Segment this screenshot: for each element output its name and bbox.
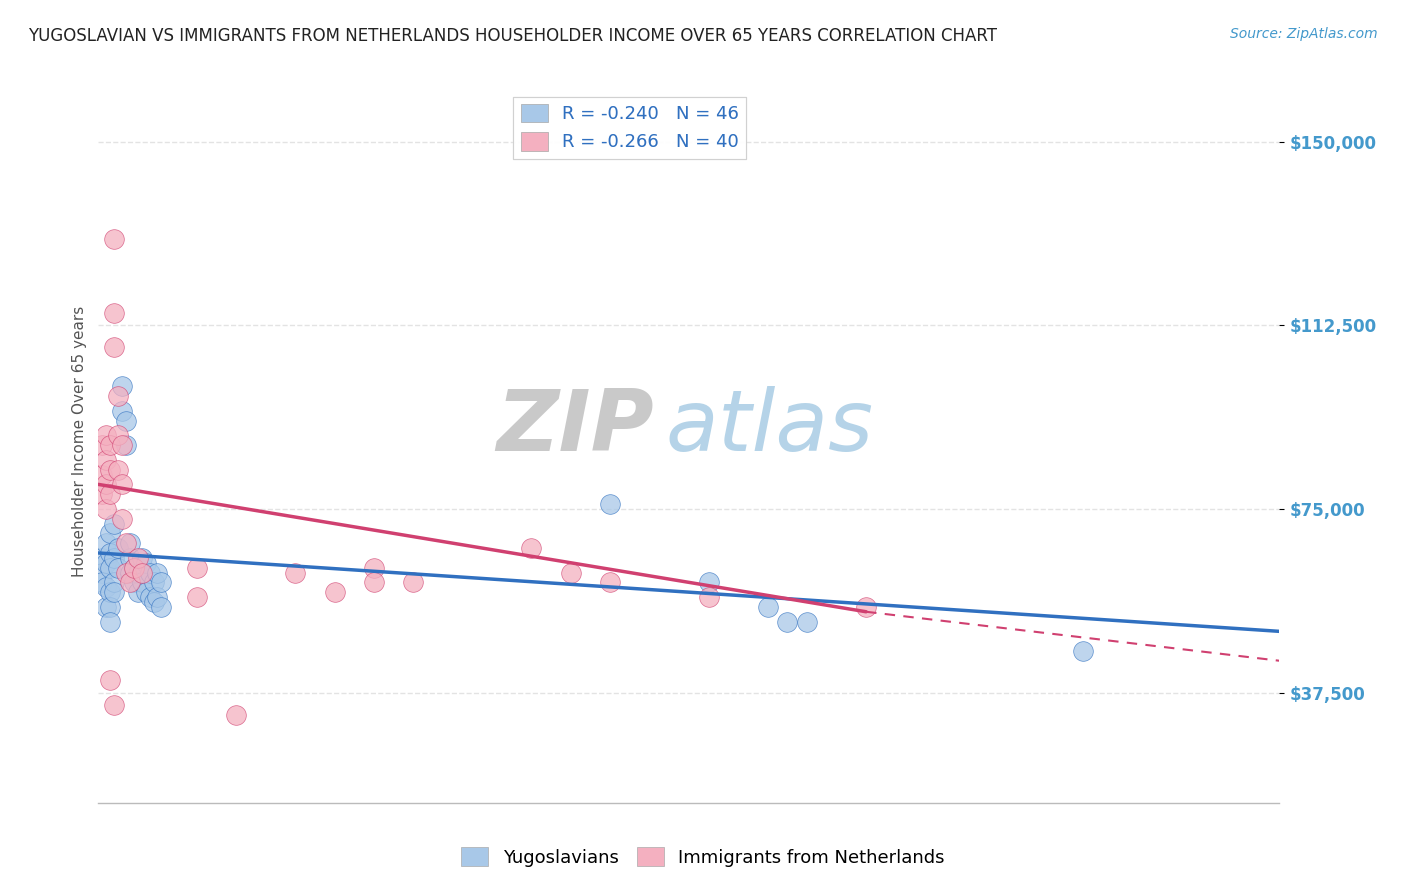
Point xyxy=(146,590,169,604)
Point xyxy=(103,306,125,320)
Text: atlas: atlas xyxy=(665,385,873,468)
Point xyxy=(111,511,134,525)
Point xyxy=(98,560,121,574)
Point xyxy=(599,575,621,590)
Point xyxy=(131,550,153,565)
Point xyxy=(91,467,114,482)
Point xyxy=(363,560,385,574)
Point xyxy=(103,585,125,599)
Y-axis label: Householder Income Over 65 years: Householder Income Over 65 years xyxy=(72,306,87,577)
Point xyxy=(363,575,385,590)
Point xyxy=(855,599,877,614)
Point xyxy=(122,575,145,590)
Point xyxy=(98,487,121,501)
Point xyxy=(91,487,114,501)
Point xyxy=(284,566,307,580)
Point xyxy=(98,463,121,477)
Point xyxy=(756,599,779,614)
Point xyxy=(107,541,129,555)
Point xyxy=(520,541,543,555)
Point xyxy=(402,575,425,590)
Text: Source: ZipAtlas.com: Source: ZipAtlas.com xyxy=(1230,27,1378,41)
Point xyxy=(91,438,114,452)
Point xyxy=(118,575,141,590)
Point xyxy=(107,428,129,442)
Point xyxy=(98,673,121,688)
Point xyxy=(135,556,157,570)
Point xyxy=(186,590,208,604)
Point xyxy=(560,566,582,580)
Point xyxy=(122,560,145,574)
Point xyxy=(96,477,118,491)
Point xyxy=(115,566,138,580)
Legend: R = -0.240   N = 46, R = -0.266   N = 40: R = -0.240 N = 46, R = -0.266 N = 40 xyxy=(513,96,747,159)
Point xyxy=(91,550,114,565)
Point xyxy=(111,379,134,393)
Point xyxy=(96,599,118,614)
Point xyxy=(111,438,134,452)
Point xyxy=(103,232,125,246)
Point xyxy=(107,560,129,574)
Point xyxy=(91,575,114,590)
Point xyxy=(115,536,138,550)
Point xyxy=(127,566,149,580)
Point xyxy=(96,536,118,550)
Point xyxy=(138,590,160,604)
Point xyxy=(323,585,346,599)
Text: ZIP: ZIP xyxy=(496,385,654,468)
Point xyxy=(103,516,125,531)
Point xyxy=(599,497,621,511)
Point xyxy=(697,575,720,590)
Point xyxy=(225,707,247,722)
Point xyxy=(103,340,125,354)
Point xyxy=(98,438,121,452)
Point xyxy=(776,615,799,629)
Point xyxy=(96,453,118,467)
Point xyxy=(98,585,121,599)
Point xyxy=(103,550,125,565)
Point xyxy=(111,477,134,491)
Point xyxy=(127,550,149,565)
Point xyxy=(150,599,173,614)
Point xyxy=(98,615,121,629)
Text: YUGOSLAVIAN VS IMMIGRANTS FROM NETHERLANDS HOUSEHOLDER INCOME OVER 65 YEARS CORR: YUGOSLAVIAN VS IMMIGRANTS FROM NETHERLAN… xyxy=(28,27,997,45)
Point xyxy=(146,566,169,580)
Point xyxy=(118,550,141,565)
Point xyxy=(118,566,141,580)
Point xyxy=(103,698,125,712)
Point xyxy=(98,599,121,614)
Point xyxy=(697,590,720,604)
Point xyxy=(131,575,153,590)
Point xyxy=(118,536,141,550)
Point xyxy=(96,580,118,594)
Point xyxy=(96,502,118,516)
Point xyxy=(796,615,818,629)
Point xyxy=(115,414,138,428)
Point xyxy=(138,566,160,580)
Point xyxy=(122,560,145,574)
Point xyxy=(91,566,114,580)
Point xyxy=(1071,644,1094,658)
Point xyxy=(115,438,138,452)
Point xyxy=(142,575,165,590)
Point xyxy=(107,389,129,403)
Point xyxy=(96,428,118,442)
Point xyxy=(98,526,121,541)
Point xyxy=(131,566,153,580)
Point xyxy=(150,575,173,590)
Point xyxy=(142,595,165,609)
Point xyxy=(107,463,129,477)
Point xyxy=(96,556,118,570)
Point xyxy=(135,585,157,599)
Point xyxy=(103,575,125,590)
Point xyxy=(98,546,121,560)
Point xyxy=(186,560,208,574)
Point xyxy=(111,404,134,418)
Legend: Yugoslavians, Immigrants from Netherlands: Yugoslavians, Immigrants from Netherland… xyxy=(454,840,952,874)
Point xyxy=(127,585,149,599)
